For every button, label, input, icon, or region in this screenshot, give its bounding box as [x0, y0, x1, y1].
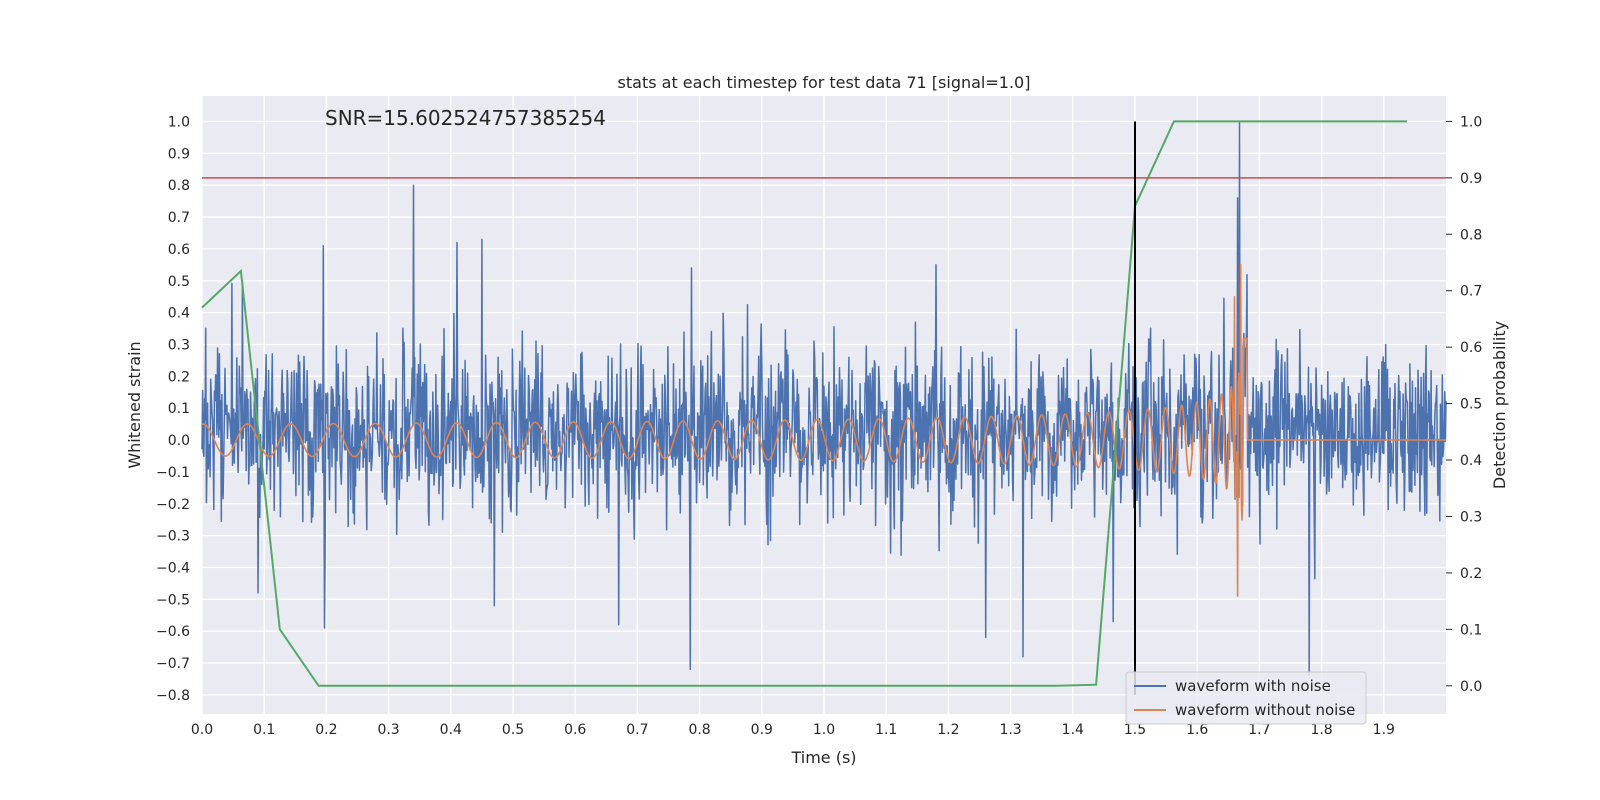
y-tick-label: −0.6: [156, 624, 190, 640]
x-tick-label: 1.6: [1186, 722, 1208, 738]
series-waveform-without-noise: [201, 263, 1447, 597]
x-tick-label: 1.1: [875, 722, 897, 738]
y2-tick-label: 1.0: [1460, 114, 1482, 130]
y2-tick-label: 0.2: [1460, 566, 1482, 582]
y-tick-label: 0.2: [168, 369, 190, 385]
y-ticks: 1.0 0.9 0.8 0.7 0.6 0.5 0.4 0.3 0.2 0.1 0.0 −0.1 −0.…: [156, 114, 190, 703]
y-tick-label: −0.5: [156, 592, 190, 608]
x-tick-label: 0.1: [253, 722, 275, 738]
y2-tick-label: 0.9: [1460, 171, 1482, 187]
y2-axis-label: Detection probability: [1490, 321, 1509, 489]
x-tick-label: 1.7: [1248, 722, 1270, 738]
x-tick-label: 0.9: [751, 722, 773, 738]
series-line-probability: [201, 120, 1408, 687]
y-tick-label: 0.8: [168, 178, 190, 194]
y-tick-label: 0.6: [168, 242, 190, 258]
x-tick-label: 0.2: [315, 722, 337, 738]
y-tick-label: 0.5: [168, 274, 190, 290]
chart-title: stats at each timestep for test data 71 …: [618, 73, 1031, 92]
x-tick-label: 0.0: [191, 722, 213, 738]
legend-label-noise: waveform with noise: [1175, 677, 1331, 695]
y2-tick-label: 0.7: [1460, 284, 1482, 300]
snr-annotation: SNR=15.602524757385254: [325, 106, 606, 130]
x-tick-label: 0.6: [564, 722, 586, 738]
y-tick-label: 1.0: [168, 114, 190, 130]
y-tick-label: −0.7: [156, 656, 190, 672]
y2-tick-label: 0.0: [1460, 679, 1482, 695]
y-tick-label: 0.9: [168, 146, 190, 162]
y-tick-label: −0.1: [156, 465, 190, 481]
x-tick-label: 1.3: [999, 722, 1021, 738]
y2-tick-label: 0.5: [1460, 397, 1482, 413]
x-axis-label: Time (s): [790, 748, 856, 767]
y-tick-label: −0.8: [156, 688, 190, 704]
y-tick-label: −0.4: [156, 560, 190, 576]
x-tick-label: 0.8: [688, 722, 710, 738]
x-ticks: 0.0 0.1 0.2 0.3 0.4 0.5 0.6 0.7 0.8 0.9 1.0 1.1 1.2 1…: [191, 722, 1395, 738]
y-tick-label: 0.0: [168, 433, 190, 449]
x-tick-label: 0.5: [502, 722, 524, 738]
x-tick-label: 0.3: [377, 722, 399, 738]
x-tick-label: 1.8: [1310, 722, 1332, 738]
legend-label-clean: waveform without noise: [1175, 701, 1355, 719]
legend: waveform with noise waveform without noi…: [1125, 671, 1367, 725]
y2-ticks: 1.0 0.9 0.8 0.7 0.6 0.5 0.4 0.3 0.2 0.1 0.0: [1446, 114, 1482, 695]
x-tick-label: 0.4: [440, 722, 462, 738]
y2-tick-label: 0.6: [1460, 340, 1482, 356]
x-tick-label: 0.7: [626, 722, 648, 738]
y-tick-label: 0.1: [168, 401, 190, 417]
y2-tick-label: 0.3: [1460, 509, 1482, 525]
y2-tick-label: 0.8: [1460, 227, 1482, 243]
y-tick-label: −0.3: [156, 529, 190, 545]
x-tick-label: 1.4: [1062, 722, 1084, 738]
y-tick-label: 0.3: [168, 337, 190, 353]
series-line-clean: [201, 263, 1447, 597]
y-tick-label: −0.2: [156, 497, 190, 513]
y-tick-label: 0.4: [168, 306, 190, 322]
x-tick-label: 1.0: [813, 722, 835, 738]
x-tick-label: 1.2: [937, 722, 959, 738]
series-detection-probability: [201, 120, 1408, 687]
y2-tick-label: 0.4: [1460, 453, 1482, 469]
legend-box: [1125, 671, 1367, 725]
x-tick-label: 1.9: [1373, 722, 1395, 738]
y-axis-label: Whitened strain: [125, 341, 144, 468]
x-tick-label: 1.5: [1124, 722, 1146, 738]
y-tick-label: 0.7: [168, 210, 190, 226]
y2-tick-label: 0.1: [1460, 622, 1482, 638]
